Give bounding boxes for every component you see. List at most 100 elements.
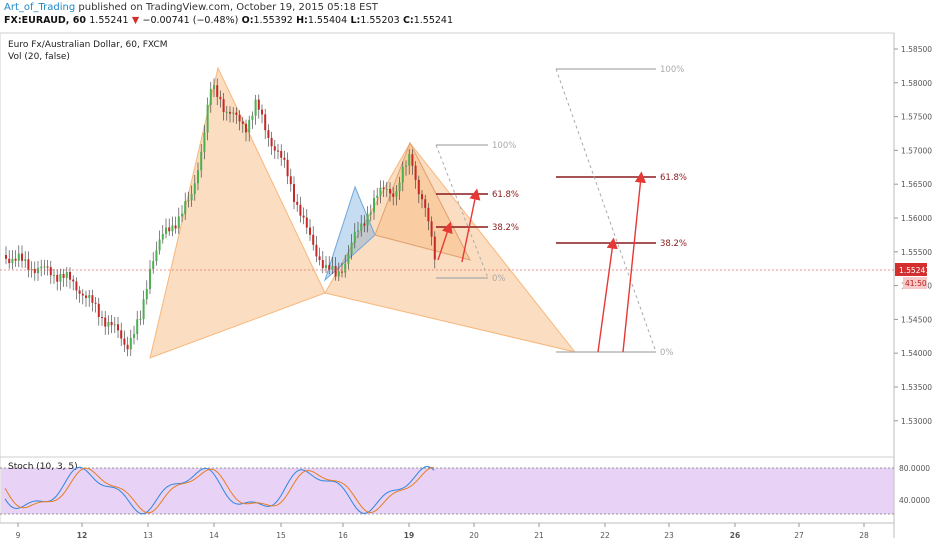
candle-body (261, 109, 263, 115)
main-pane[interactable] (0, 32, 895, 458)
candle-body (299, 204, 302, 216)
candle-body (97, 303, 100, 318)
time-tick-label: 12 (77, 531, 87, 540)
candle-body (331, 265, 334, 270)
candle-body (65, 271, 68, 278)
candle-body (110, 321, 113, 326)
candle-body (241, 121, 244, 124)
candle-body (379, 187, 382, 196)
price-tick-label: 1.53000 (901, 417, 932, 426)
time-tick-label: 19 (404, 531, 414, 540)
candle-body (107, 321, 110, 327)
candle-body (238, 114, 241, 122)
candle-body (328, 265, 331, 270)
time-tick-label: 16 (338, 531, 348, 540)
author-link[interactable]: Art_of_Trading (4, 2, 76, 13)
candlesticks[interactable] (5, 78, 436, 357)
candle-body (11, 258, 14, 264)
candle-body (78, 290, 81, 294)
arrow-large-1 (597, 237, 618, 353)
price-chart[interactable]: 1.58500 1.58000 1.57500 1.57000 1.56500 1.560… (0, 30, 932, 550)
candle-body (168, 227, 171, 232)
candle-body (360, 223, 363, 231)
candle-body (357, 230, 359, 232)
candle-body (187, 200, 190, 202)
fib-small-618-label: 61.8% (492, 190, 519, 200)
candle-body (117, 324, 119, 331)
candle-body (104, 317, 107, 327)
candle-body (283, 157, 286, 160)
price-tick-label: 1.55500 (901, 248, 932, 257)
candle-body (376, 195, 379, 198)
candle-body (43, 266, 46, 268)
stoch-band (1, 468, 894, 514)
candle-body (341, 271, 343, 273)
candle-body (152, 261, 155, 269)
candle-body (14, 258, 17, 261)
candle-body (216, 85, 219, 97)
candle-body (158, 239, 161, 251)
candle-body (94, 302, 97, 304)
candle-body (129, 337, 132, 350)
time-axis[interactable]: 9 12 13 14 15 16 19 20 21 22 23 26 27 28 (16, 523, 869, 540)
candle-body (136, 319, 139, 335)
stoch-d-line (4, 467, 435, 514)
candle-body (81, 293, 84, 296)
candle-body (75, 281, 78, 291)
price-tick-label: 1.57000 (901, 146, 932, 155)
stoch-label: Stoch (10, 3, 5) (8, 462, 78, 472)
bat-pattern-xab[interactable] (149, 66, 326, 359)
stoch-k-line (4, 465, 435, 515)
candle-body (181, 213, 183, 217)
chart-title: Euro Fx/Australian Dollar, 60, FXCM (8, 40, 167, 50)
candle-body (190, 193, 193, 201)
price-tick-label: 1.58000 (901, 79, 932, 88)
candle-body (296, 201, 299, 205)
arrow-small-2 (461, 188, 481, 263)
candle-body (120, 330, 123, 339)
candle-body (264, 114, 267, 131)
symbol-label[interactable]: FX:EURAUD, 60 (4, 15, 86, 26)
candle-body (277, 150, 279, 152)
fib-large-trend-line (555, 68, 657, 353)
candle-body (414, 165, 417, 180)
candle-body (197, 170, 199, 184)
close-value: 1.55241 (413, 15, 454, 26)
candle-body (430, 221, 433, 237)
candle-body (398, 182, 401, 192)
candle-body (72, 279, 75, 282)
candle-body (21, 253, 23, 261)
stoch-tick-80: 80.0000 (899, 464, 930, 473)
candle-body (149, 268, 151, 290)
candle-body (235, 112, 238, 115)
candle-body (222, 99, 225, 113)
close-label: C: (402, 15, 414, 26)
fib-large-0-label: 0% (660, 348, 674, 358)
time-tick-label: 26 (730, 531, 740, 540)
candle-body (46, 266, 49, 268)
candle-body (395, 191, 398, 197)
candle-body (417, 179, 420, 195)
small-pattern-xab[interactable] (323, 185, 376, 282)
candle-body (206, 104, 209, 133)
time-tick-label: 15 (276, 531, 286, 540)
candle-body (161, 234, 164, 240)
candle-body (91, 295, 94, 303)
price-tick-label: 1.56000 (901, 214, 932, 223)
candle-body (123, 338, 126, 345)
price-axis[interactable]: 1.58500 1.58000 1.57500 1.57000 1.56500 1.560… (894, 45, 932, 426)
target-arrows[interactable] (437, 171, 646, 353)
countdown-tag: 41:50 (905, 279, 927, 288)
price-tick-label: 1.54000 (901, 349, 932, 358)
candle-body (193, 183, 196, 194)
candle-body (421, 194, 423, 200)
candle-body (305, 217, 308, 228)
candle-body (225, 111, 228, 113)
price-tick-label: 1.53500 (901, 383, 932, 392)
large-fib-tool[interactable]: 100% 61.8% 38.2% 0% (555, 65, 687, 358)
candle-body (27, 259, 30, 271)
candle-body (257, 99, 260, 110)
harmonic-patterns[interactable] (149, 66, 577, 359)
down-arrow-icon: ▼ (131, 15, 140, 26)
time-tick-label: 22 (600, 531, 610, 540)
